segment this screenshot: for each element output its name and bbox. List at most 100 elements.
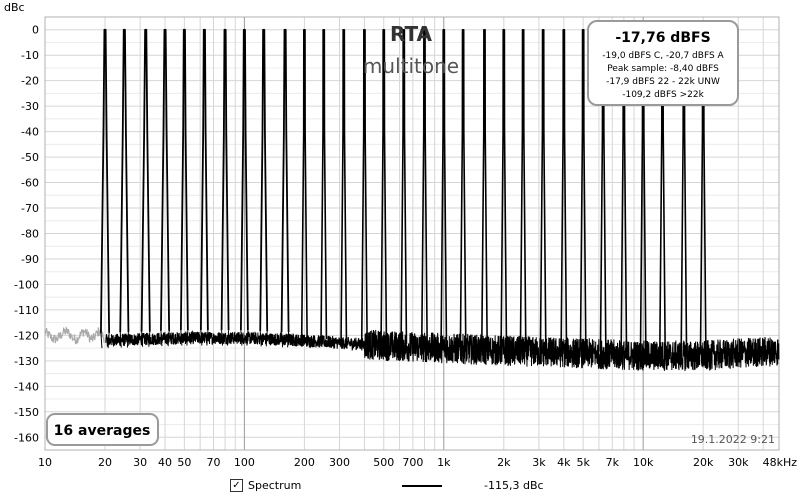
tone-peak: [239, 28, 249, 331]
noise-floor-line: [105, 329, 780, 371]
spectrum-trace: [100, 28, 780, 371]
x-tick-label: 1k: [437, 456, 451, 469]
averages-box: 16 averages: [46, 413, 159, 446]
x-tick-label: 4k: [557, 456, 571, 469]
y-tick-label: -50: [21, 151, 39, 164]
tone-peak: [119, 28, 130, 333]
tone-peak: [160, 28, 171, 331]
y-tick-label: 0: [32, 24, 39, 37]
tone-peak: [400, 28, 408, 344]
tone-skirt: [107, 332, 110, 349]
tone-skirt: [186, 330, 189, 346]
averages-label: 16 averages: [54, 423, 151, 439]
y-tick-label: -130: [14, 355, 39, 368]
tone-skirt: [287, 331, 290, 348]
x-tick-label: 200: [294, 456, 315, 469]
y-tick-label: -10: [21, 49, 39, 62]
x-tick-labels: 10 20 30 40 50 70 100 200 300 500 700 1k 2k 3k 4k 5k 7k 1…: [38, 456, 797, 469]
tone-peak: [480, 28, 488, 348]
tone-skirt: [148, 331, 151, 347]
tone-peak: [420, 28, 428, 345]
rta-chart: 0 -10 -20 -30 -40 -50 -60 -70 -80 -90 -100 -110 -120…: [4, 1, 797, 469]
tone-skirt: [167, 330, 170, 347]
tone-peak: [519, 28, 527, 349]
tone-peak: [560, 28, 568, 351]
x-tick-label: 10k: [633, 456, 654, 469]
tone-peak: [100, 28, 111, 333]
tone-peak: [380, 28, 388, 344]
below-20hz-trace: [44, 326, 105, 345]
level-readout-main: -17,76 dBFS: [615, 30, 710, 46]
y-tick-label: -110: [14, 304, 39, 317]
spectrum-checkbox-label[interactable]: Spectrum: [248, 479, 302, 492]
spectrum-checkbox[interactable]: ✓: [230, 479, 243, 492]
tone-peak: [539, 28, 547, 350]
plot-frame: [44, 16, 780, 451]
tone-skirt: [160, 330, 163, 347]
tone-skirt: [100, 332, 103, 349]
y-tick-label: -90: [21, 253, 39, 266]
x-tick-label: 30k: [728, 456, 749, 469]
y-tick-label: -30: [21, 100, 39, 113]
tone-skirt: [126, 332, 129, 348]
below-20hz-line: [44, 326, 105, 345]
x-tick-label: 2k: [497, 456, 511, 469]
legend: ✓ Spectrum -115,3 dBc: [0, 470, 800, 500]
y-tick-label: -150: [14, 406, 39, 419]
level-readout-line: -17,9 dBFS 22 - 22k UNW: [606, 77, 720, 87]
x-tick-label: 30: [133, 456, 147, 469]
tone-skirt: [281, 331, 284, 348]
x-tick-label: 50: [177, 456, 191, 469]
y-tick-label: -140: [14, 380, 39, 393]
chart-subtitle: multitone: [363, 54, 459, 78]
tone-peak: [259, 28, 269, 332]
level-readout-line: -109,2 dBFS >22k: [622, 90, 704, 100]
level-readout-line: Peak sample: -8,40 dBFS: [607, 64, 719, 74]
y-axis-label: dBc: [4, 1, 25, 14]
tone-skirt: [227, 330, 230, 346]
tone-skirt: [246, 330, 249, 346]
spectrum-line-swatch: [402, 485, 442, 487]
x-tick-label: 20k: [693, 456, 714, 469]
tone-skirt: [119, 332, 122, 348]
tone-peak: [440, 28, 448, 346]
spectrum-cursor-value: -115,3 dBc: [484, 479, 544, 492]
tone-skirt: [200, 330, 203, 346]
tone-peak: [360, 28, 368, 342]
x-tick-label: 7k: [606, 456, 620, 469]
tone-skirt: [180, 330, 183, 346]
tone-peak: [179, 28, 189, 331]
tone-peak: [500, 28, 508, 349]
y-tick-label: -100: [14, 278, 39, 291]
y-tick-label: -70: [21, 202, 39, 215]
x-tick-label: 5k: [576, 456, 590, 469]
level-readout-line: -19,0 dBFS C, -20,7 dBFS A: [602, 51, 724, 61]
y-tick-labels: 0 -10 -20 -30 -40 -50 -60 -70 -80 -90 -100 -110 -120…: [14, 24, 39, 445]
x-tick-label: 70: [207, 456, 221, 469]
x-tick-label: 700: [402, 456, 423, 469]
x-tick-label: 48kHz: [763, 456, 798, 469]
tone-skirt: [265, 331, 268, 347]
tone-peak: [320, 28, 328, 340]
x-tick-label: 10: [38, 456, 52, 469]
x-tick-label: 20: [98, 456, 112, 469]
tone-skirt: [259, 331, 262, 347]
timestamp: 19.1.2022 9:21: [691, 433, 775, 446]
tone-skirt: [141, 331, 144, 347]
x-tick-label: 3k: [532, 456, 546, 469]
tone-skirt: [240, 330, 243, 346]
tone-peak: [220, 28, 230, 331]
x-tick-label: 300: [329, 456, 350, 469]
y-tick-label: -40: [21, 126, 39, 139]
tone-peak: [340, 28, 348, 341]
tone-skirt: [206, 330, 209, 346]
x-tick-label: 40: [158, 456, 172, 469]
x-tick-label: 100: [234, 456, 255, 469]
y-tick-label: -120: [14, 329, 39, 342]
tone-peak: [280, 28, 290, 333]
tone-peak: [300, 28, 308, 338]
tone-peak: [579, 28, 587, 351]
level-readout-box: -17,76 dBFS -19,0 dBFS C, -20,7 dBFS A P…: [587, 20, 739, 106]
y-tick-label: -160: [14, 431, 39, 444]
tone-skirt: [221, 330, 224, 346]
